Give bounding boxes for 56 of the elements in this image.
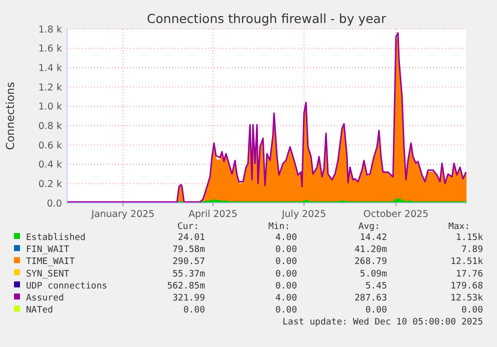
y-tick-label: 1.8 k	[38, 24, 62, 36]
legend-label: Established	[26, 233, 86, 243]
y-tick-label: 0.8 k	[38, 120, 62, 132]
text: 0.00	[183, 306, 205, 316]
y-tick-label: 1.6 k	[38, 44, 62, 55]
text: 4.00	[275, 294, 297, 304]
legend-label: UDP connections	[26, 281, 108, 292]
text: 562.85m	[167, 281, 205, 292]
text: 0.00	[275, 281, 297, 292]
text: 0.00	[275, 257, 297, 268]
text: 24.01	[178, 233, 205, 243]
text: 7.89	[461, 245, 483, 256]
x-tick-label: October 2025	[363, 209, 429, 220]
x-tick-label: April 2025	[188, 209, 238, 220]
legend-label: FIN_WAIT	[26, 245, 70, 256]
text: 268.79	[354, 257, 387, 268]
legend-label: TIME_WAIT	[26, 257, 76, 268]
text: 41.20m	[354, 245, 387, 256]
text: Min:	[268, 222, 290, 232]
text: 4.00	[275, 233, 297, 243]
y-tick-label: 0.0	[46, 198, 62, 210]
text: 12.53k	[450, 294, 484, 304]
text: Avg:	[358, 222, 380, 232]
text: 55.37m	[172, 269, 205, 280]
text: 0.00	[275, 269, 297, 280]
text: 0.00	[275, 245, 297, 256]
text: Last update: Wed Dec 10 05:00:00 2025	[282, 318, 483, 328]
legend-label: NATed	[26, 306, 54, 316]
legend-label: SYN_SENT	[26, 269, 70, 280]
text: 79.58m	[172, 245, 205, 256]
text: 179.68	[450, 281, 483, 292]
y-tick-label: 1.0 k	[38, 102, 62, 113]
text: 0.00	[275, 306, 297, 316]
text: 321.99	[172, 294, 205, 304]
text: 5.45	[365, 281, 387, 292]
y-tick-label: 1.2 k	[38, 82, 62, 94]
text: Cur:	[177, 222, 199, 232]
x-tick-label: January 2025	[90, 209, 155, 220]
text: 5.09m	[360, 269, 387, 280]
y-axis-title: Connections	[4, 82, 17, 150]
legend-label: Assured	[26, 294, 64, 304]
chart-title: Connections through firewall - by year	[146, 11, 387, 26]
text: 1.15k	[456, 233, 484, 243]
text: Max:	[448, 222, 470, 232]
y-tick-label: 0.2 k	[38, 178, 62, 190]
x-tick-label: July 2025	[280, 209, 326, 220]
text: 0.00	[461, 306, 483, 316]
text: 290.57	[172, 257, 205, 268]
y-tick-label: 1.4 k	[38, 62, 62, 74]
text: 12.51k	[450, 257, 484, 268]
text: 0.00	[365, 306, 387, 316]
text: 14.42	[360, 233, 387, 243]
y-tick-label: 0.6 k	[38, 140, 62, 152]
text: 287.63	[354, 294, 387, 304]
text: 17.76	[456, 269, 483, 280]
y-tick-label: 0.4 k	[38, 160, 62, 171]
